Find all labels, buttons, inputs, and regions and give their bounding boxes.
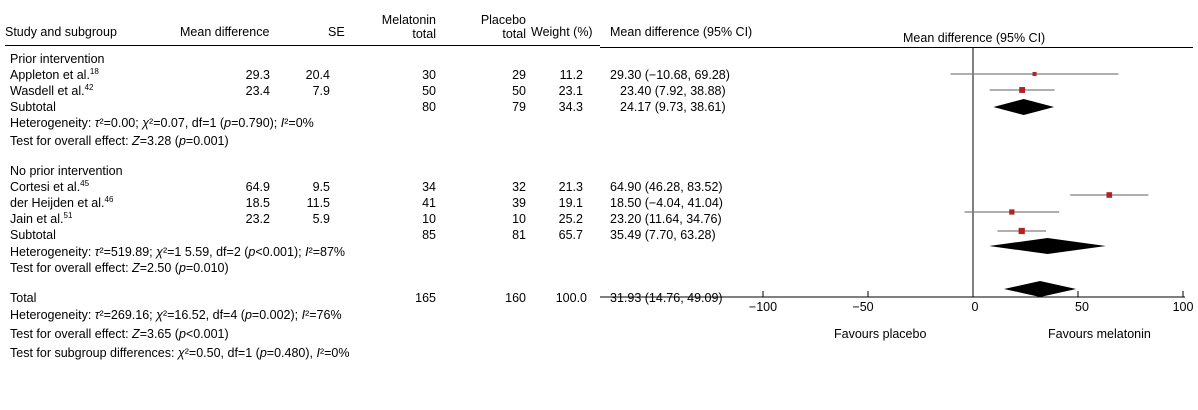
placebo-total-value: 160 [505, 291, 526, 305]
weight-value: 19.1 [558, 196, 583, 210]
header-mean-difference: Mean difference [180, 25, 270, 39]
pooled-diamond [993, 99, 1055, 115]
melatonin-total-value: 85 [422, 228, 436, 242]
mean-difference-value: 23.4 [245, 84, 270, 98]
heterogeneity-line: Heterogeneity: τ²=0.00; χ²=0.07, df=1 (p… [10, 116, 314, 130]
header-ci: Mean difference (95% CI) [610, 25, 753, 39]
ci-value: 29.30 (−10.68, 69.28) [610, 68, 730, 82]
melatonin-total-value: 34 [422, 180, 436, 194]
weight-value: 34.3 [558, 100, 583, 114]
plot-title: Mean difference (95% CI) [903, 31, 1046, 45]
se-value: 9.5 [312, 180, 330, 194]
total-heterogeneity-line: Heterogeneity: τ²=269.16; χ²=16.52, df=4… [10, 308, 342, 322]
header-se: SE [328, 25, 345, 39]
heterogeneity-line: Heterogeneity: τ²=519.89; χ²=1 5.59, df=… [10, 245, 346, 259]
study-name: Cortesi et al.45 [10, 179, 90, 195]
weight-value: 25.2 [558, 212, 583, 226]
x-tick-label: −100 [748, 300, 778, 314]
overall-effect-line: Test for overall effect: Z=2.50 (p=0.010… [10, 261, 229, 275]
mean-difference-value: 18.5 [245, 196, 270, 210]
ci-value: 23.20 (11.64, 34.76) [610, 212, 722, 226]
melatonin-total-value: 30 [422, 68, 436, 82]
study-name: Appleton et al.18 [10, 67, 99, 83]
placebo-total-value: 81 [512, 228, 526, 242]
ci-value: 35.49 (7.70, 63.28) [610, 228, 716, 242]
melatonin-total-value: 50 [422, 84, 436, 98]
ci-value: 64.90 (46.28, 83.52) [610, 180, 723, 194]
weight-value: 21.3 [558, 180, 583, 194]
header-weight: Weight (%) [531, 25, 593, 39]
mean-difference-value: 29.3 [245, 68, 270, 82]
placebo-total-value: 50 [512, 84, 526, 98]
placebo-total-value: 79 [512, 100, 526, 114]
overall-effect-line: Test for overall effect: Z=3.28 (p=0.001… [10, 134, 229, 148]
weight-value: 11.2 [559, 68, 583, 82]
subtotal-label: Subtotal [10, 228, 56, 242]
header-study: Study and subgroup [5, 25, 117, 39]
x-tick-label: 100 [1172, 300, 1194, 314]
placebo-total-value: 32 [512, 180, 526, 194]
placebo-total-value: 39 [512, 196, 526, 210]
placebo-total-value: 29 [512, 68, 526, 82]
melatonin-total-value: 165 [415, 291, 436, 305]
mean-difference-value: 23.2 [245, 212, 270, 226]
se-value: 20.4 [305, 68, 330, 82]
se-value: 5.9 [312, 212, 330, 226]
total-label: Total [10, 291, 37, 305]
melatonin-total-value: 80 [422, 100, 436, 114]
study-point-marker [1009, 209, 1015, 215]
header-placebo: Placebo [480, 13, 526, 27]
melatonin-total-value: 41 [422, 196, 436, 210]
study-name: Jain et al.51 [10, 211, 73, 227]
x-tick-label: −50 [852, 300, 874, 314]
study-name: Wasdell et al.42 [10, 83, 94, 99]
header-rule-right [600, 47, 1193, 48]
subtotal-label: Subtotal [10, 100, 56, 114]
group-label-no-prior: No prior intervention [10, 164, 123, 178]
pooled-diamond [1003, 281, 1077, 297]
group-label-prior: Prior intervention [10, 52, 105, 66]
placebo-total-value: 10 [512, 212, 526, 226]
favours-placebo-label: Favours placebo [834, 327, 927, 341]
mean-difference-value: 64.9 [245, 180, 270, 194]
study-point-marker [1032, 72, 1037, 76]
favours-melatonin-label: Favours melatonin [1048, 327, 1151, 341]
header-rule-left [5, 45, 600, 46]
se-value: 11.5 [306, 196, 330, 210]
study-point-marker [1019, 87, 1026, 93]
weight-value: 65.7 [558, 228, 583, 242]
melatonin-total-value: 10 [422, 212, 436, 226]
header-melatonin-total: total [412, 27, 436, 41]
pooled-diamond [989, 238, 1106, 254]
se-value: 7.9 [312, 84, 330, 98]
study-name: der Heijden et al.46 [10, 195, 114, 211]
x-tick-label: 0 [971, 300, 979, 314]
header-placebo-total: total [502, 27, 526, 41]
study-point-marker [1018, 227, 1025, 235]
ci-value: 24.17 (9.73, 38.61) [620, 100, 726, 114]
weight-value: 100.0 [555, 291, 587, 305]
ci-value: 18.50 (−4.04, 41.04) [610, 196, 723, 210]
subgroup-differences-line: Test for subgroup differences: χ²=0.50, … [10, 346, 350, 360]
x-tick-label: 50 [1075, 300, 1089, 314]
total-overall-effect-line: Test for overall effect: Z=3.65 (p<0.001… [10, 327, 229, 341]
header-melatonin: Melatonin [381, 13, 436, 27]
ci-value: 31.93 (14.76, 49.09) [610, 291, 723, 305]
study-point-marker [1106, 192, 1113, 198]
weight-value: 23.1 [558, 84, 583, 98]
ci-value: 23.40 (7.92, 38.88) [620, 84, 726, 98]
